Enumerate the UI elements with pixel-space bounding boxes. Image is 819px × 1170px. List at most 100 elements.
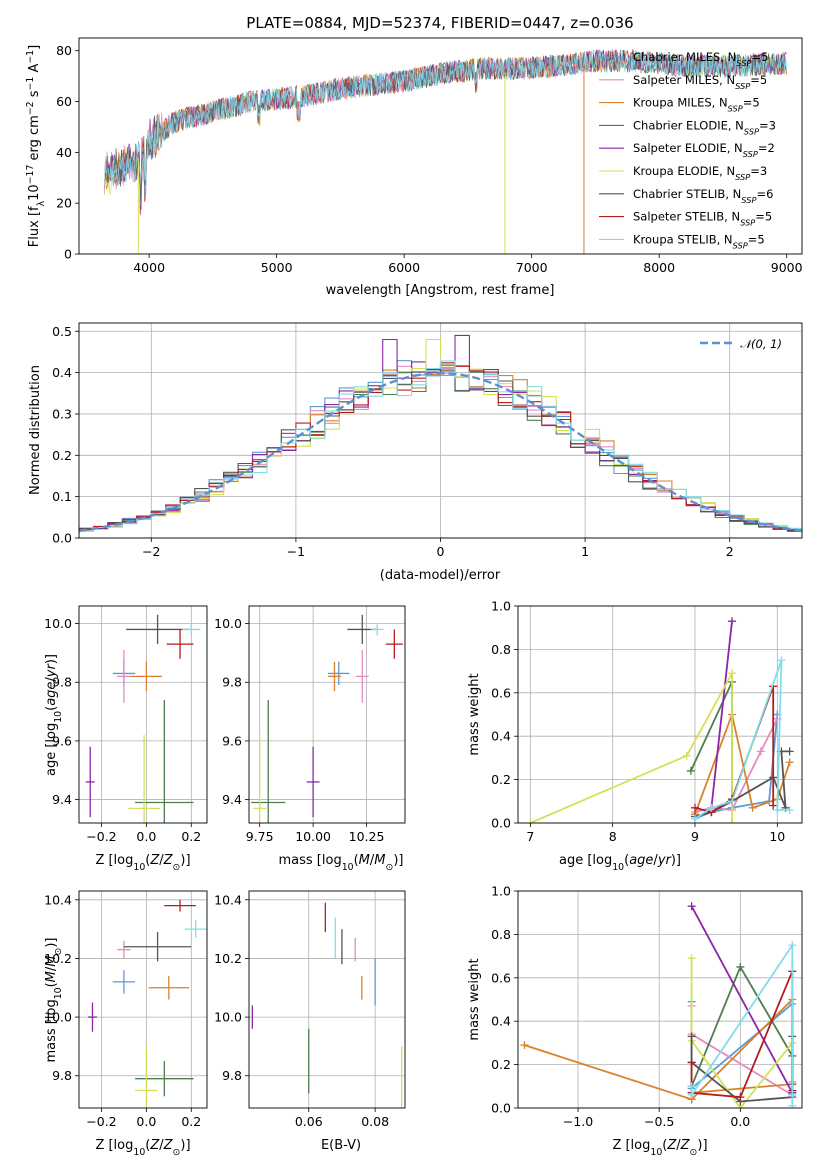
y-axis-label: Flux [fλ10−17 erg cm−2 s−1 A−1] (25, 45, 47, 247)
y-tick-label: 0.5 (52, 324, 72, 339)
errorbar-kroupa-miles (328, 661, 341, 692)
x-tick-label: 0.08 (361, 1114, 389, 1129)
errorbar-salpeter-elodie (306, 746, 320, 818)
errorbar-salpeter-miles (117, 940, 131, 959)
weight-marker-kroupa-stelib (687, 1082, 696, 1091)
axes-frame (517, 605, 803, 824)
errorbar-kroupa-stelib (370, 623, 384, 636)
errorbar-kroupa-elodie (135, 1046, 158, 1108)
x-tick-label: 9 (691, 829, 699, 844)
x-tick-label: −0.2 (86, 1114, 116, 1129)
x-axis-label: E(B-V) (321, 1138, 361, 1153)
plot-area (251, 902, 403, 1108)
y-tick-label: 10.2 (214, 951, 242, 966)
errorbar-chabrier-stelib (123, 932, 192, 962)
errorbar-salpeter-elodie (85, 746, 95, 818)
chart-weight-vs-age: 7 8 9 10 0.0 0.2 0.4 0.6 0.8 1.0 (491, 599, 803, 844)
weight-line-salpeter-stelib (690, 970, 794, 1099)
legend-label-kroupa-elodie: Kroupa ELODIE, NSSP=3 (633, 164, 767, 182)
errorbar-chabrier-elodie (135, 1061, 194, 1097)
x-tick-label: 7 (526, 829, 534, 844)
weight-marker-kroupa-stelib (707, 803, 716, 812)
x-tick-label: 9000 (771, 260, 803, 275)
y-axis-label: age [log10(age/yr)] (44, 654, 64, 776)
errorbar-salpeter-miles (355, 649, 369, 703)
x-tick-label: 9.75 (246, 829, 274, 844)
errorbar-chabrier-miles (112, 970, 136, 994)
weight-line-salpeter-elodie (690, 905, 794, 1094)
y-tick-label: 9.8 (52, 1068, 72, 1083)
x-tick-label: 0.0 (136, 829, 156, 844)
x-tick-label: 0.06 (295, 1114, 323, 1129)
x-tick-label: 8000 (643, 260, 675, 275)
y-tick-label: 9.8 (52, 675, 72, 690)
axes-frame (78, 37, 803, 255)
x-tick-label: 8 (609, 829, 617, 844)
errorbar-kroupa-miles (148, 976, 190, 1000)
x-tick-label: 10 (769, 829, 785, 844)
legend-label-salpeter-miles: Salpeter MILES, NSSP=5 (633, 73, 767, 91)
x-tick-label: −2 (142, 544, 160, 559)
errorbar-salpeter-miles (117, 649, 131, 703)
chart-weight-vs-Z: −1.0 −0.5 0.0 0.0 0.2 0.4 0.6 0.8 1.0 (491, 884, 803, 1129)
y-tick-label: 9.4 (52, 792, 72, 807)
y-tick-label: 0.1 (52, 489, 72, 504)
weight-marker-kroupa-miles (748, 803, 757, 812)
x-axis-label: Z [log10(Z/Z⊙)] (95, 853, 190, 873)
plot-area (85, 614, 201, 823)
weight-marker-chabrier-elodie (736, 962, 745, 971)
axes-frame (78, 322, 803, 539)
x-tick-label: −0.2 (86, 829, 116, 844)
weight-line-kroupa-elodie (690, 958, 794, 1108)
legend: Chabrier MILES, NSSP=5 Salpeter MILES, NS… (599, 50, 776, 250)
weight-marker-kroupa-stelib (788, 1101, 797, 1108)
legend-label-gaussian: 𝒩(0, 1) (740, 337, 782, 351)
x-axis-label: mass [log10(M/M⊙)] (279, 853, 404, 873)
y-axis-label: mass weight (467, 673, 482, 755)
y-tick-label: 40 (56, 145, 72, 160)
weight-marker-salpeter-miles (756, 747, 765, 756)
y-axis-label: mass weight (467, 958, 482, 1040)
x-tick-label: 0.0 (730, 1114, 750, 1129)
weight-marker-salpeter-stelib (690, 803, 699, 812)
errorbar-chabrier-elodie (251, 699, 286, 823)
plot-area (526, 617, 794, 823)
weight-marker-salpeter-stelib (687, 1058, 696, 1067)
chart-title: PLATE=0884, MJD=52374, FIBERID=0447, z=0… (246, 14, 633, 32)
weight-line-kroupa-elodie (529, 672, 733, 823)
weight-line-salpeter-elodie (710, 621, 733, 808)
x-axis-label: Z [log10(Z/Z⊙)] (612, 1138, 707, 1158)
y-tick-label: 9.6 (222, 733, 242, 748)
plot-area (520, 902, 797, 1108)
x-tick-label: 4000 (133, 260, 165, 275)
x-tick-label: 6000 (388, 260, 420, 275)
y-tick-label: 0.2 (491, 772, 511, 787)
weight-marker-salpeter-elodie (728, 617, 737, 626)
y-tick-label: 0.6 (491, 685, 511, 700)
y-tick-label: 80 (56, 43, 72, 58)
y-tick-label: 9.8 (222, 1068, 242, 1083)
x-tick-label: 5000 (261, 260, 293, 275)
y-tick-label: 1.0 (491, 884, 511, 899)
axes-frame (248, 605, 406, 824)
errorbar-kroupa-miles (130, 661, 163, 692)
weight-marker-kroupa-stelib (777, 656, 786, 665)
errorbar-chabrier-elodie (135, 699, 194, 823)
y-tick-label: 10.4 (214, 892, 242, 907)
weight-marker-kroupa-stelib (788, 941, 797, 950)
weight-marker-kroupa-stelib (728, 797, 737, 806)
chart-spectrum: 4000 5000 6000 7000 8000 9000 0 20 40 60 80 Chabrie… (56, 37, 803, 275)
chart-mass-vs-Z: −0.2 0.0 0.2 9.8 10.0 10.2 10.4 (44, 890, 208, 1129)
weight-marker-kroupa-elodie (687, 954, 696, 963)
y-tick-label: 60 (56, 94, 72, 109)
y-tick-label: 10.0 (214, 616, 242, 631)
chart-mass-vs-ebv: 0.06 0.08 9.8 10.0 10.2 10.4 (214, 890, 406, 1129)
errorbar-salpeter-stelib (164, 899, 196, 912)
x-axis-label: (data-model)/error (380, 568, 501, 583)
weight-marker-chabrier-stelib (785, 747, 794, 756)
y-tick-label: 0.2 (52, 448, 72, 463)
x-tick-label: 0.2 (181, 829, 201, 844)
weight-line-chabrier-elodie (690, 964, 794, 1087)
y-tick-label: 10.2 (44, 951, 72, 966)
x-tick-label: 0.2 (181, 1114, 201, 1129)
